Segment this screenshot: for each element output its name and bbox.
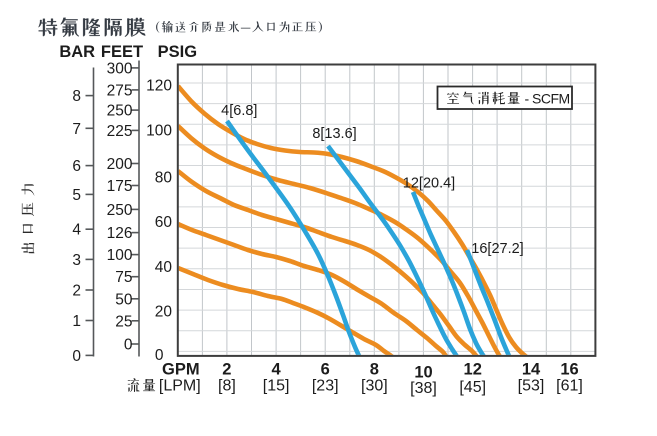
svg-text:[15]: [15]	[263, 378, 290, 395]
svg-text:250: 250	[107, 103, 133, 120]
svg-text:175: 175	[107, 178, 133, 195]
svg-text:4: 4	[72, 222, 81, 239]
svg-text:12[20.4]: 12[20.4]	[403, 176, 455, 192]
svg-text:20: 20	[155, 304, 173, 321]
svg-text:60: 60	[155, 214, 173, 231]
svg-text:BAR: BAR	[59, 43, 95, 61]
svg-text:2: 2	[222, 361, 231, 379]
svg-text:25: 25	[115, 313, 132, 330]
svg-text:6: 6	[321, 361, 330, 379]
svg-text:126: 126	[107, 225, 133, 242]
svg-text:16: 16	[560, 361, 578, 379]
svg-text:0: 0	[124, 337, 133, 354]
svg-text:[8]: [8]	[218, 378, 236, 395]
svg-text:225: 225	[107, 123, 133, 140]
svg-text:FEET: FEET	[101, 43, 143, 61]
svg-text:PSIG: PSIG	[158, 43, 197, 61]
svg-text:[30]: [30]	[361, 378, 388, 395]
svg-text:200: 200	[107, 156, 133, 173]
svg-text:80: 80	[155, 170, 173, 187]
svg-text:4[6.8]: 4[6.8]	[221, 103, 257, 119]
svg-text:[LPM]: [LPM]	[159, 378, 201, 395]
svg-text:250: 250	[107, 202, 133, 219]
svg-text:6: 6	[72, 158, 81, 175]
svg-text:10: 10	[414, 364, 432, 382]
svg-text:7: 7	[72, 121, 81, 138]
svg-text:4: 4	[272, 361, 282, 379]
svg-text:[61]: [61]	[556, 378, 583, 395]
svg-text:5: 5	[72, 187, 81, 204]
svg-text:1: 1	[72, 313, 81, 330]
svg-text:40: 40	[155, 259, 173, 276]
svg-text:[53]: [53]	[518, 378, 545, 395]
svg-text:12: 12	[464, 361, 482, 379]
svg-text:0: 0	[72, 348, 81, 365]
svg-text:8: 8	[370, 361, 379, 379]
svg-text:0: 0	[155, 347, 164, 364]
svg-text:100: 100	[146, 123, 172, 140]
svg-text:14: 14	[522, 361, 541, 379]
svg-text:8: 8	[72, 88, 81, 105]
svg-text:[38]: [38]	[410, 380, 437, 397]
svg-text:2: 2	[72, 283, 81, 300]
svg-text:50: 50	[115, 291, 133, 308]
svg-text:[45]: [45]	[459, 379, 486, 396]
svg-text:16[27.2]: 16[27.2]	[471, 241, 523, 257]
svg-text:300: 300	[107, 60, 133, 77]
svg-text:GPM: GPM	[162, 361, 200, 379]
svg-text:3: 3	[72, 252, 81, 269]
svg-text:275: 275	[107, 82, 133, 99]
svg-text:120: 120	[146, 78, 172, 95]
svg-text:75: 75	[115, 269, 132, 286]
svg-text:- SCFM: - SCFM	[525, 90, 570, 106]
svg-text:[23]: [23]	[312, 378, 339, 395]
svg-text:100: 100	[107, 247, 133, 264]
svg-text:8[13.6]: 8[13.6]	[312, 126, 356, 142]
